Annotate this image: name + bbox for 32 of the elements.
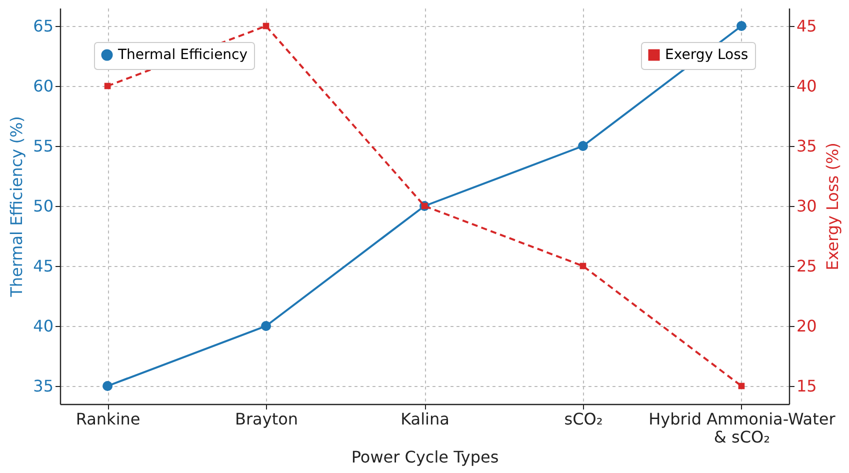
y-tick-label: 40 (33, 316, 54, 336)
point (262, 22, 270, 30)
point (738, 382, 745, 390)
x-tick-label: Rankine (76, 410, 140, 428)
y-tick-label: 50 (33, 196, 54, 216)
point (261, 321, 272, 331)
y-tick-label: 60 (33, 76, 54, 96)
x-tick-label: Brayton (235, 410, 298, 428)
point (578, 141, 588, 151)
y2-tick-label: 45 (796, 16, 817, 36)
legend-label: Thermal Efficiency (117, 47, 248, 63)
y-tick-label: 45 (33, 256, 54, 276)
x-axis-title: Power Cycle Types (351, 448, 499, 466)
x-tick-label: sCO₂ (564, 410, 603, 428)
y-tick-label: 55 (33, 136, 54, 156)
y2-tick-label: 40 (796, 76, 817, 96)
point (580, 262, 586, 270)
y2-tick-label: 20 (796, 316, 817, 336)
y-tick-label: 35 (33, 376, 54, 396)
legend-label: Exergy Loss (665, 47, 748, 63)
point (736, 21, 746, 31)
y2-tick-label: 25 (796, 256, 817, 276)
point (102, 381, 113, 391)
y2-tick-label: 30 (796, 196, 817, 216)
x-tick-label: Hybrid Ammonia-Water & sCO₂ (648, 410, 836, 446)
point (104, 82, 111, 90)
y-axis-title: Thermal Efficiency (%) (7, 116, 26, 298)
y2-tick-label: 35 (796, 136, 817, 156)
x-tick-label: Kalina (400, 410, 450, 428)
y-tick-label: 65 (33, 16, 54, 36)
y2-axis-title: Exergy Loss (%) (822, 142, 842, 270)
y2-tick-label: 15 (796, 376, 817, 396)
